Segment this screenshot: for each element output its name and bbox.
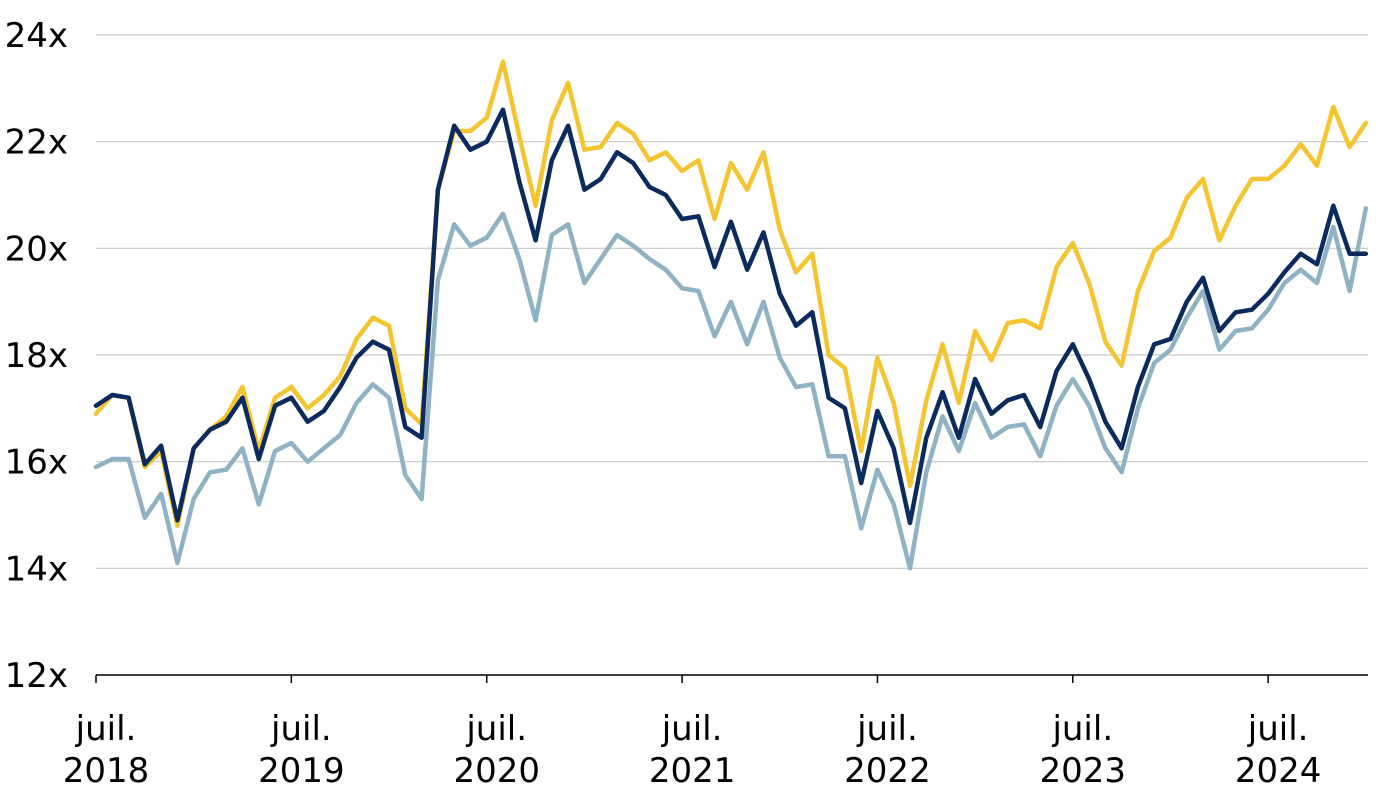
y-axis-tick-labels: 12x 14x 16x 18x 20x 22x 24x bbox=[5, 16, 68, 696]
x-tick-label-month-2018: juil. bbox=[75, 709, 137, 749]
x-tick-label-year-2019: 2019 bbox=[258, 751, 345, 791]
x-tick-label-month-2023: juil. bbox=[1051, 709, 1113, 749]
series-lines bbox=[93, 59, 1369, 571]
y-tick-label-16: 16x bbox=[5, 443, 68, 483]
series-line-1 bbox=[93, 206, 1369, 571]
x-tick-label-month-2019: juil. bbox=[270, 709, 332, 749]
y-tick-label-18: 18x bbox=[5, 336, 68, 376]
x-tick-label-year-2020: 2020 bbox=[453, 751, 540, 791]
x-tick-label-month-2022: juil. bbox=[856, 709, 918, 749]
x-tick-label-year-2021: 2021 bbox=[649, 751, 736, 791]
y-tick-label-14: 14x bbox=[5, 549, 68, 589]
y-tick-label-12: 12x bbox=[5, 656, 68, 696]
x-tick-label-year-2023: 2023 bbox=[1040, 751, 1127, 791]
x-tick-label-year-2024: 2024 bbox=[1235, 751, 1322, 791]
x-tick-label-year-2022: 2022 bbox=[844, 751, 931, 791]
x-tick-label-year-2018: 2018 bbox=[63, 751, 150, 791]
x-axis: juil.2018juil.2019juil.2020juil.2021juil… bbox=[63, 674, 1368, 791]
x-tick-label-month-2020: juil. bbox=[465, 709, 527, 749]
series-line-2 bbox=[93, 59, 1369, 528]
y-tick-label-20: 20x bbox=[5, 229, 68, 269]
y-tick-label-24: 24x bbox=[5, 16, 68, 56]
y-tick-label-22: 22x bbox=[5, 123, 68, 163]
x-tick-label-month-2024: juil. bbox=[1247, 709, 1309, 749]
series-line-3 bbox=[93, 107, 1369, 526]
x-tick-label-month-2021: juil. bbox=[661, 709, 723, 749]
